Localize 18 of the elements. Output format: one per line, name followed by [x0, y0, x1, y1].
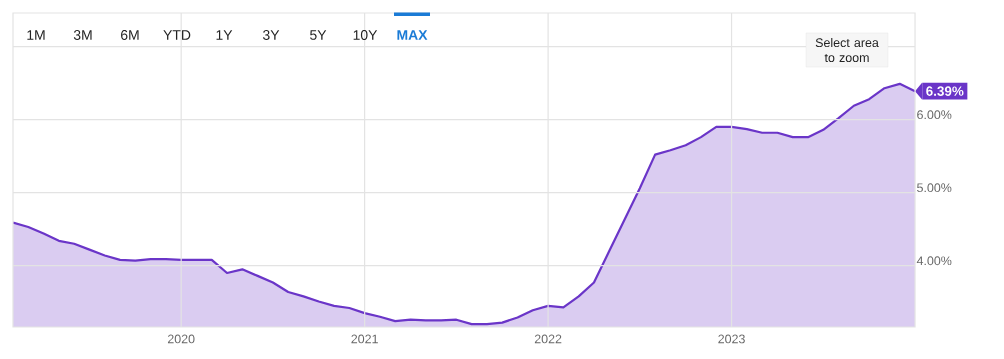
annotation: 1M: [27, 30, 45, 40]
annotation: YTD: [163, 30, 191, 40]
y-tick-label: 5.00%: [917, 183, 952, 193]
annotation: 10Y: [353, 30, 378, 40]
annotation: 5Y: [310, 30, 327, 40]
annotation: Select area to zoom: [815, 37, 879, 63]
y-tick-label: 6.00%: [917, 110, 952, 120]
annotation: 6M: [121, 30, 139, 40]
x-tick-label: 2020: [167, 334, 195, 344]
x-tick-label: 2022: [534, 334, 562, 344]
annotation: 3Y: [263, 30, 280, 40]
annotation: 1Y: [216, 30, 233, 40]
y-tick-label: 4.00%: [916, 256, 952, 266]
x-tick-label: 2023: [718, 334, 745, 344]
x-tick-label: 2021: [351, 334, 378, 344]
annotation: 3M: [73, 30, 92, 40]
annotation: 6.39%: [926, 86, 964, 96]
annotation: MAX: [397, 30, 428, 40]
